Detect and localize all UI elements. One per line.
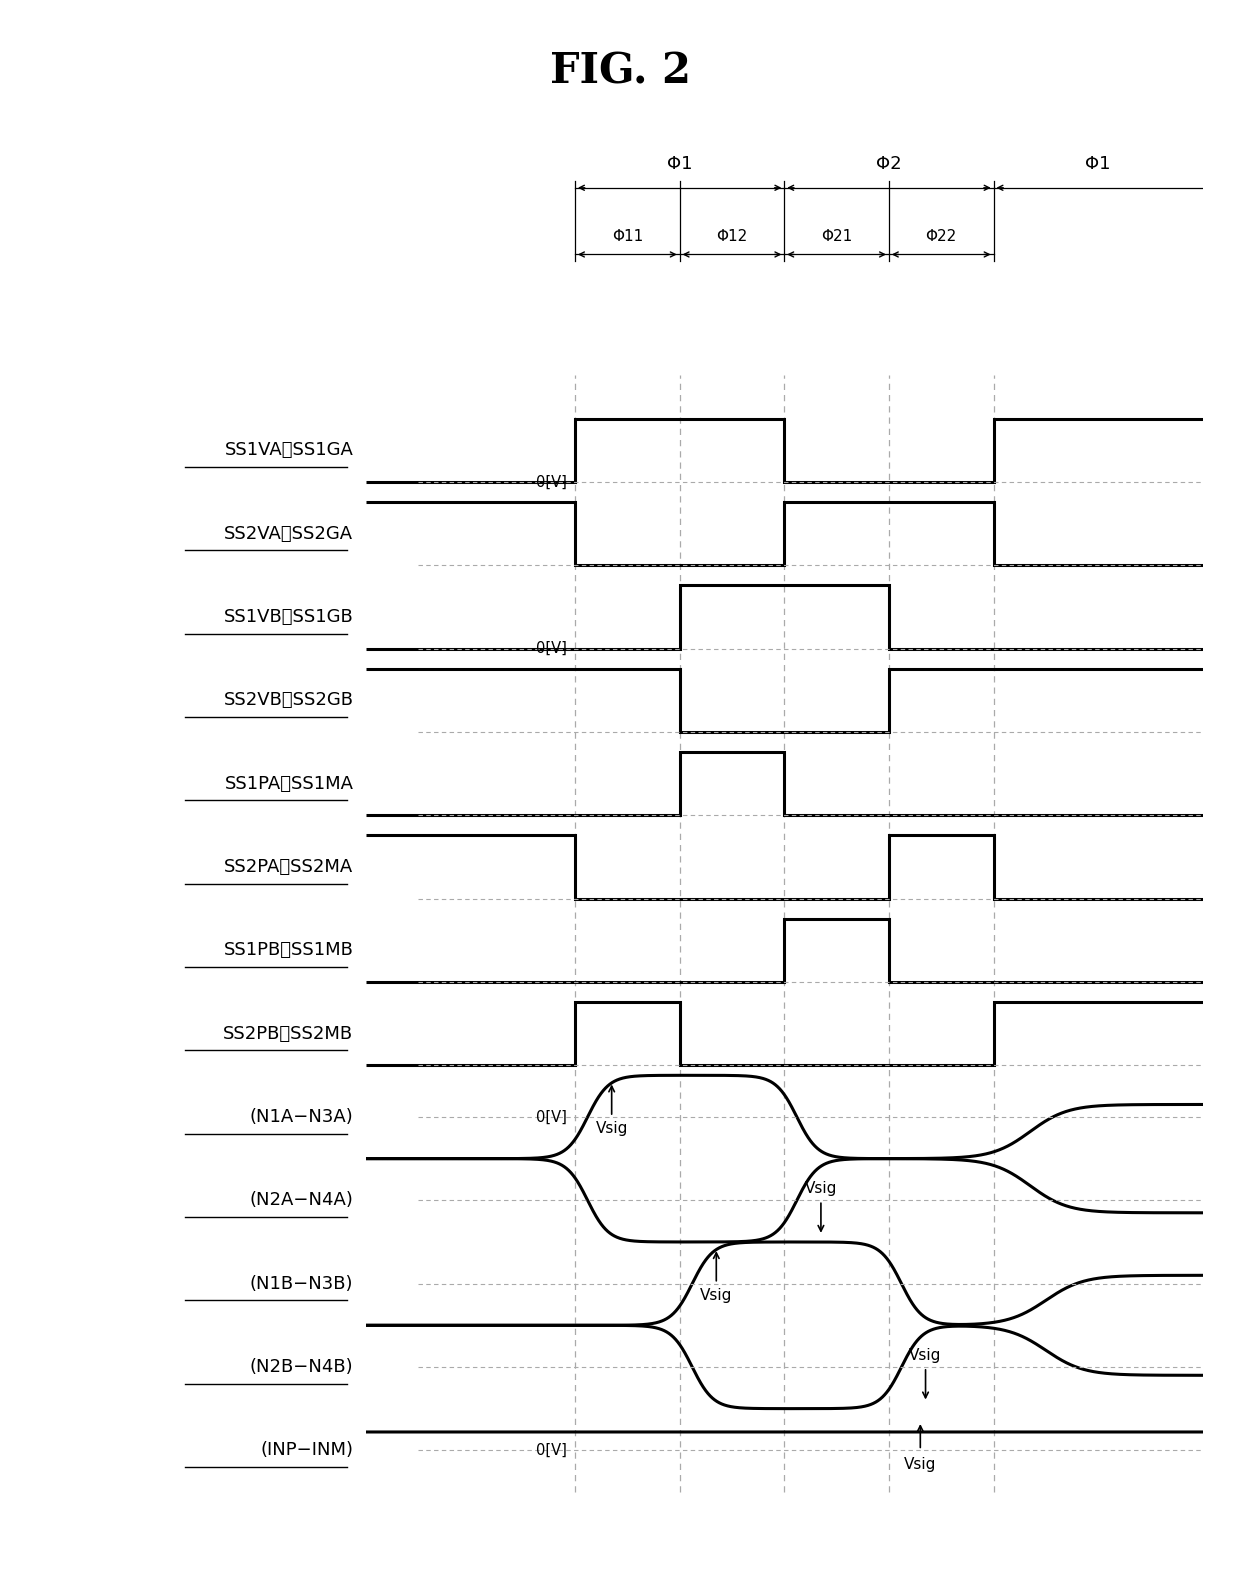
Text: Vsig: Vsig: [701, 1287, 733, 1303]
Text: 0[V]: 0[V]: [536, 1110, 567, 1124]
Text: SS1PB、SS1MB: SS1PB、SS1MB: [223, 942, 353, 959]
Text: SS1VA、SS1GA: SS1VA、SS1GA: [224, 442, 353, 459]
Text: (INP−INM): (INP−INM): [260, 1442, 353, 1459]
Text: Φ22: Φ22: [925, 230, 957, 245]
Text: SS2VB、SS2GB: SS2VB、SS2GB: [223, 692, 353, 709]
Text: Φ21: Φ21: [821, 230, 852, 245]
Text: Φ1: Φ1: [667, 154, 692, 173]
Text: 0[V]: 0[V]: [536, 1443, 567, 1457]
Text: SS1VB、SS1GB: SS1VB、SS1GB: [223, 608, 353, 626]
Text: Φ2: Φ2: [877, 154, 901, 173]
Text: Φ11: Φ11: [611, 230, 644, 245]
Text: SS2PA、SS2MA: SS2PA、SS2MA: [224, 858, 353, 876]
Text: Vsig: Vsig: [805, 1181, 837, 1196]
Text: (N2A−N4A): (N2A−N4A): [249, 1192, 353, 1209]
Text: 0[V]: 0[V]: [536, 641, 567, 656]
Text: SS2PB、SS2MB: SS2PB、SS2MB: [223, 1025, 353, 1042]
Text: (N1B−N3B): (N1B−N3B): [250, 1275, 353, 1292]
Text: Vsig: Vsig: [595, 1121, 627, 1137]
Text: (N2B−N4B): (N2B−N4B): [249, 1358, 353, 1376]
Text: 0[V]: 0[V]: [536, 475, 567, 489]
Text: (N1A−N3A): (N1A−N3A): [249, 1108, 353, 1126]
Text: SS2VA、SS2GA: SS2VA、SS2GA: [224, 525, 353, 542]
Text: Vsig: Vsig: [909, 1347, 941, 1363]
Text: Φ12: Φ12: [717, 230, 748, 245]
Text: Φ1: Φ1: [1085, 154, 1111, 173]
Text: SS1PA、SS1MA: SS1PA、SS1MA: [224, 775, 353, 792]
Text: FIG. 2: FIG. 2: [549, 50, 691, 93]
Text: Vsig: Vsig: [904, 1457, 936, 1471]
